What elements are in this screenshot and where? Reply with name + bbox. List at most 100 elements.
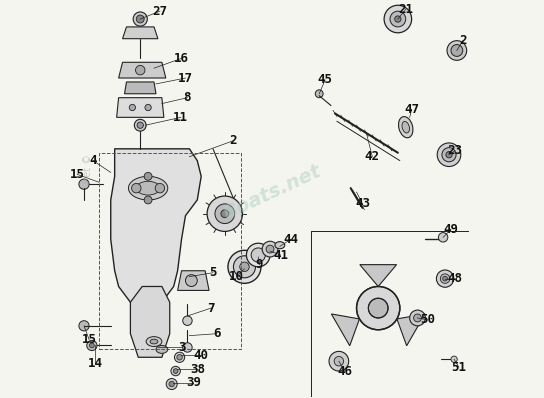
Circle shape	[90, 343, 94, 348]
Circle shape	[436, 270, 454, 287]
Circle shape	[145, 104, 151, 111]
Circle shape	[334, 357, 344, 366]
Circle shape	[443, 276, 447, 281]
Text: 45: 45	[318, 74, 332, 86]
Circle shape	[221, 210, 228, 218]
Text: 9: 9	[256, 258, 263, 271]
Polygon shape	[122, 27, 158, 39]
Circle shape	[174, 369, 178, 373]
Text: 48: 48	[447, 272, 462, 285]
Text: 21: 21	[398, 3, 413, 16]
Circle shape	[446, 152, 452, 158]
Text: 39: 39	[186, 377, 201, 389]
Text: 23: 23	[447, 144, 462, 157]
Circle shape	[137, 15, 144, 23]
Circle shape	[240, 262, 249, 271]
Circle shape	[155, 183, 165, 193]
Text: 15: 15	[70, 168, 85, 181]
Circle shape	[451, 356, 458, 363]
Circle shape	[316, 90, 323, 98]
Polygon shape	[177, 271, 209, 291]
Circle shape	[233, 256, 256, 278]
Text: 15: 15	[82, 333, 97, 346]
Circle shape	[329, 351, 349, 371]
Text: 6: 6	[213, 327, 221, 340]
Circle shape	[183, 343, 192, 352]
Text: 42: 42	[365, 150, 380, 163]
Ellipse shape	[156, 345, 168, 353]
Circle shape	[262, 241, 278, 257]
Ellipse shape	[150, 339, 158, 344]
Circle shape	[79, 321, 89, 331]
Circle shape	[166, 378, 177, 390]
Text: 16: 16	[174, 52, 189, 65]
Circle shape	[144, 172, 152, 180]
Text: 44: 44	[283, 233, 298, 246]
Circle shape	[246, 243, 270, 267]
Text: 27: 27	[152, 5, 168, 18]
Text: Boats.net: Boats.net	[220, 161, 324, 223]
Circle shape	[171, 366, 181, 376]
Polygon shape	[119, 62, 166, 78]
Polygon shape	[131, 287, 170, 357]
Circle shape	[129, 104, 135, 111]
Circle shape	[395, 16, 401, 22]
Circle shape	[144, 196, 152, 204]
Text: 17: 17	[178, 72, 193, 84]
Ellipse shape	[128, 176, 168, 200]
Text: 40: 40	[194, 349, 209, 362]
Circle shape	[410, 310, 425, 326]
Circle shape	[437, 143, 461, 166]
Text: 51: 51	[452, 361, 466, 374]
Circle shape	[228, 250, 261, 283]
Text: 11: 11	[173, 111, 188, 124]
Ellipse shape	[137, 181, 160, 195]
Text: 38: 38	[190, 363, 205, 376]
Text: 49: 49	[443, 223, 459, 236]
Circle shape	[134, 119, 146, 131]
Circle shape	[368, 298, 388, 318]
Text: 2: 2	[459, 34, 467, 47]
Text: 3: 3	[178, 341, 186, 354]
Circle shape	[86, 340, 97, 351]
Text: 4: 4	[89, 154, 97, 167]
Circle shape	[135, 65, 145, 75]
Polygon shape	[331, 314, 360, 346]
Text: 5: 5	[209, 266, 217, 279]
Circle shape	[438, 232, 448, 242]
Ellipse shape	[146, 337, 162, 347]
Circle shape	[451, 45, 463, 57]
Text: 2: 2	[229, 135, 237, 147]
Text: 14: 14	[88, 357, 102, 370]
Ellipse shape	[402, 121, 410, 133]
Circle shape	[442, 148, 456, 162]
Text: 7: 7	[207, 302, 215, 314]
Circle shape	[137, 122, 144, 129]
Text: 43: 43	[355, 197, 370, 211]
Text: net ©: net ©	[83, 154, 93, 183]
Circle shape	[251, 248, 265, 262]
Circle shape	[356, 287, 400, 330]
Circle shape	[133, 12, 147, 26]
Circle shape	[266, 245, 274, 253]
Circle shape	[413, 314, 422, 322]
Circle shape	[169, 381, 175, 387]
Circle shape	[384, 5, 412, 33]
Polygon shape	[116, 98, 164, 117]
Circle shape	[447, 41, 467, 60]
Circle shape	[215, 204, 234, 224]
Text: 41: 41	[273, 248, 288, 261]
Polygon shape	[397, 314, 425, 346]
Circle shape	[207, 196, 243, 231]
Ellipse shape	[275, 242, 285, 249]
Text: 46: 46	[337, 365, 353, 378]
Ellipse shape	[399, 117, 413, 138]
Circle shape	[132, 183, 141, 193]
Circle shape	[79, 179, 89, 189]
Text: 47: 47	[404, 103, 419, 116]
Polygon shape	[125, 82, 156, 94]
Polygon shape	[360, 265, 397, 287]
Circle shape	[186, 275, 197, 287]
Circle shape	[177, 355, 182, 360]
Polygon shape	[111, 149, 201, 310]
